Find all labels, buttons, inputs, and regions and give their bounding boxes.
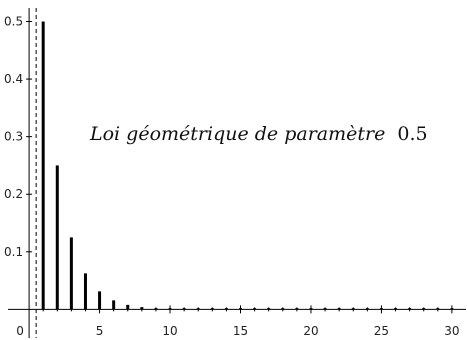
y-tick-label: 0.1 [4,245,23,259]
bar-x2 [55,165,59,310]
bar-x8 [140,307,144,310]
bar-x13 [210,308,214,310]
x-tick-label: 25 [374,324,389,338]
bar-x16 [253,308,257,310]
bar-x15 [239,308,242,310]
y-tick-label: 0.3 [4,130,23,144]
bar-x23 [351,308,355,310]
bar-x29 [436,308,440,310]
chart-title-parameter: 0.5 [397,123,427,145]
bar-x11 [182,308,186,310]
bar-x22 [337,308,341,310]
bar-x4 [83,273,87,310]
bar-x24 [365,308,369,310]
bar-x1 [41,21,45,310]
bar-x6 [112,300,116,310]
x-tick-label: 10 [162,324,177,338]
bar-x5 [98,291,102,310]
y-tick-label: 0.5 [4,15,23,29]
bar-x30 [450,308,454,310]
bar-x19 [295,308,299,310]
tick-labels: 0.1 0.2 0.3 0.4 0.5 0 5 10 15 20 25 30 [4,15,460,338]
bar-x28 [422,308,426,310]
bars [41,21,454,310]
bar-x3 [69,237,73,310]
bar-x21 [323,308,327,310]
bar-x25 [379,308,383,310]
x-tick-label: 20 [303,324,318,338]
bar-x18 [281,308,285,310]
bar-x10 [168,308,172,310]
bar-x20 [309,308,313,310]
x-tick-label: 5 [96,324,104,338]
x-tick-label: 0 [16,324,24,338]
x-tick-label: 15 [233,324,248,338]
bar-x27 [408,308,412,310]
chart-title: Loi géométrique de paramètre 0.5 [89,123,428,145]
bar-x17 [267,308,271,310]
y-tick-label: 0.4 [4,72,23,86]
y-tick-label: 0.2 [4,187,23,201]
bar-x12 [196,308,200,310]
bar-x7 [126,304,130,310]
bar-x26 [394,308,398,310]
bar-x9 [154,308,158,310]
axes [8,8,466,338]
bar-x14 [224,308,228,310]
chart-title-text: Loi géométrique de paramètre [89,123,385,145]
x-tick-label: 30 [444,324,459,338]
